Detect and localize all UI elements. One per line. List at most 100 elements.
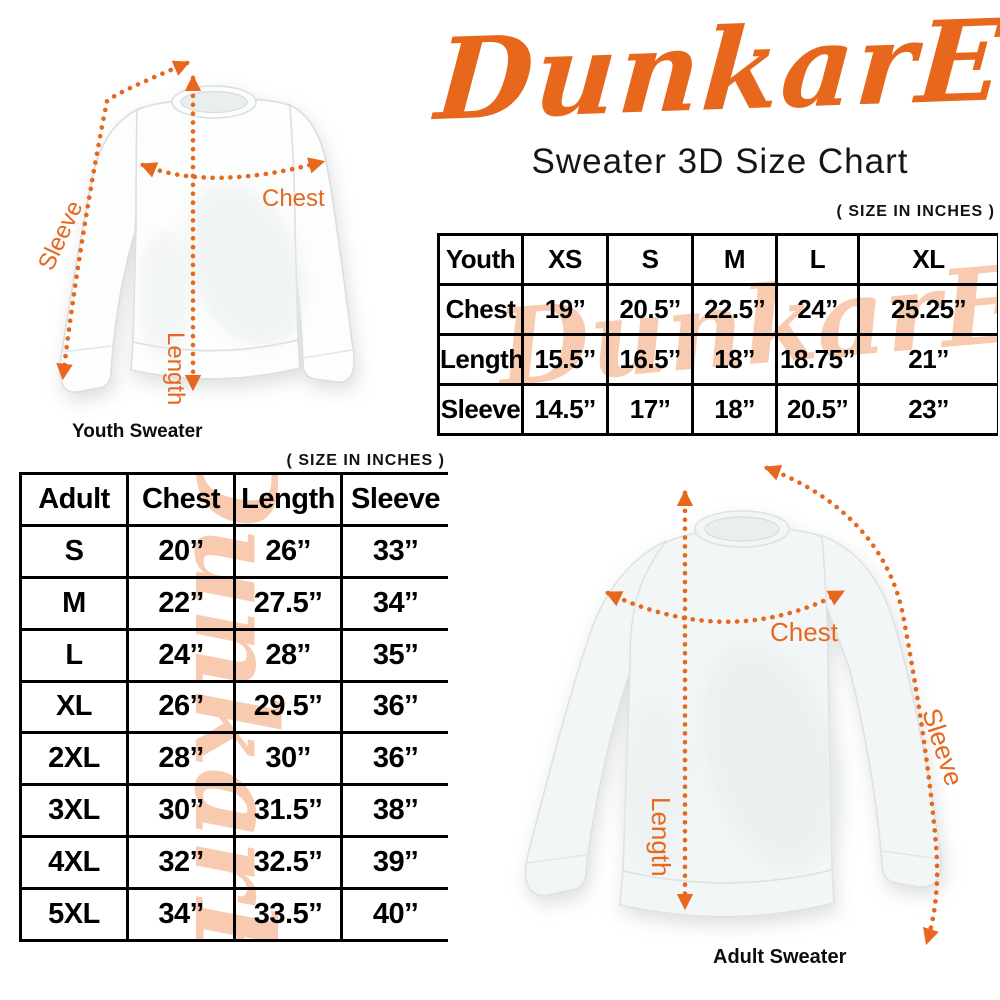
value-cell: 34’’: [340, 575, 448, 631]
adult-length-label: Length: [646, 797, 676, 877]
table-row: 2XL 28’’ 30’’ 36’’: [19, 731, 448, 787]
value-cell: 36’’: [340, 731, 448, 787]
value-cell: 14.5’’: [521, 383, 609, 436]
table-row: 3XL 30’’ 31.5’’ 38’’: [19, 783, 448, 839]
adult-header-cell: Length: [233, 472, 343, 527]
value-cell: 22.5’’: [691, 283, 778, 336]
table-row: Length 15.5’’ 16.5’’ 18’’ 18.75’’ 21’’: [437, 333, 998, 386]
youth-header-cell: L: [775, 233, 860, 286]
youth-left-sleeve: [59, 106, 141, 393]
youth-chest-label: Chest: [262, 185, 325, 212]
value-cell: 20’’: [126, 523, 236, 579]
value-cell: 28’’: [126, 731, 236, 787]
value-cell: 30’’: [126, 783, 236, 839]
adult-left-cuff-seam: [526, 854, 587, 864]
adult-chest-label: Chest: [770, 617, 839, 647]
value-cell: 18’’: [691, 383, 778, 436]
adult-header-cell: Adult: [19, 472, 129, 527]
youth-neck-opening: [180, 90, 248, 114]
table-row: Chest 19’’ 20.5’’ 22.5’’ 24’’ 25.25’’: [437, 283, 998, 336]
adult-size-table: Adult Chest Length Sleeve S 20’’ 26’’ 33…: [19, 472, 448, 942]
table-row: XL 26’’ 29.5’’ 36’’: [19, 679, 448, 735]
value-cell: 27.5’’: [233, 575, 343, 631]
youth-header-cell: XS: [521, 233, 609, 286]
youth-right-cuff-seam: [302, 349, 353, 359]
youth-size-note: ( SIZE IN INCHES ): [836, 203, 995, 220]
table-row: 4XL 32’’ 32.5’’ 39’’: [19, 835, 448, 890]
youth-shading: [184, 183, 306, 347]
value-cell: 16.5’’: [606, 333, 694, 386]
value-cell: 25.25’’: [857, 283, 998, 336]
value-cell: 20.5’’: [775, 383, 860, 436]
value-cell: 26’’: [126, 679, 236, 735]
value-cell: 18’’: [691, 333, 778, 386]
value-cell: 26’’: [233, 523, 343, 579]
adult-neck-opening: [704, 516, 780, 542]
youth-length-label: Length: [162, 332, 189, 405]
value-cell: 20.5’’: [606, 283, 694, 336]
row-label-cell: L: [19, 627, 129, 683]
row-label-cell: Chest: [437, 283, 524, 336]
table-row: M 22’’ 27.5’’ 34’’: [19, 575, 448, 631]
youth-sweater-drawing: [59, 85, 355, 393]
youth-sweater-figure: Chest Length Sleeve: [33, 60, 355, 405]
value-cell: 21’’: [857, 333, 998, 386]
value-cell: 23’’: [857, 383, 998, 436]
youth-size-table: Youth XS S M L XL Chest 19’’ 20.5’’ 22.5…: [437, 233, 998, 436]
value-cell: 35’’: [340, 627, 448, 683]
youth-header-cell: M: [691, 233, 778, 286]
table-row: Sleeve 14.5’’ 17’’ 18’’ 20.5’’ 23’’: [437, 383, 998, 436]
adult-figure-caption: Adult Sweater: [713, 946, 847, 968]
value-cell: 18.75’’: [775, 333, 860, 386]
page-title: Sweater 3D Size Chart: [531, 142, 909, 181]
value-cell: 24’’: [126, 627, 236, 683]
value-cell: 34’’: [126, 887, 236, 942]
row-label-cell: M: [19, 575, 129, 631]
youth-figure-caption: Youth Sweater: [72, 421, 203, 442]
value-cell: 28’’: [233, 627, 343, 683]
row-label-cell: Length: [437, 333, 524, 386]
value-cell: 33.5’’: [233, 887, 343, 942]
adult-chest-measure-line: [605, 589, 845, 625]
adult-header-cell: Chest: [126, 472, 236, 527]
value-cell: 31.5’’: [233, 783, 343, 839]
value-cell: 40’’: [340, 887, 448, 942]
youth-header-cell: XL: [857, 233, 998, 286]
table-row: Adult Chest Length Sleeve: [19, 472, 448, 527]
value-cell: 32’’: [126, 835, 236, 890]
adult-sleeve-measure-line: [763, 465, 940, 946]
row-label-cell: S: [19, 523, 129, 579]
row-label-cell: XL: [19, 679, 129, 735]
value-cell: 32.5’’: [233, 835, 343, 890]
row-label-cell: 2XL: [19, 731, 129, 787]
value-cell: 22’’: [126, 575, 236, 631]
adult-shading-2: [623, 695, 687, 875]
value-cell: 24’’: [775, 283, 860, 336]
table-row: Youth XS S M L XL: [437, 233, 998, 286]
table-row: S 20’’ 26’’ 33’’: [19, 523, 448, 579]
table-row: 5XL 34’’ 33.5’’ 40’’: [19, 887, 448, 942]
row-label-cell: 3XL: [19, 783, 129, 839]
adult-size-note: ( SIZE IN INCHES ): [286, 452, 445, 469]
youth-header-cell: Youth: [437, 233, 524, 286]
brand-logo: DunkarE: [431, 0, 1000, 146]
youth-chest-measure-line: [139, 157, 326, 181]
youth-size-table-wrap: DunkarE Youth XS S M L XL Chest 19’’ 20: [437, 233, 998, 436]
row-label-cell: Sleeve: [437, 383, 524, 436]
value-cell: 29.5’’: [233, 679, 343, 735]
brand-logo-text: DunkarE: [431, 0, 1000, 147]
value-cell: 17’’: [606, 383, 694, 436]
youth-header-cell: S: [606, 233, 694, 286]
value-cell: 15.5’’: [521, 333, 609, 386]
adult-sweater-figure: Chest Length Sleeve: [524, 465, 969, 946]
value-cell: 30’’: [233, 731, 343, 787]
value-cell: 19’’: [521, 283, 609, 336]
adult-header-cell: Sleeve: [340, 472, 448, 527]
value-cell: 33’’: [340, 523, 448, 579]
value-cell: 36’’: [340, 679, 448, 735]
value-cell: 39’’: [340, 835, 448, 890]
adult-size-table-wrap: DunkarE Adult Chest Length Sleeve S 20’’…: [19, 472, 448, 942]
row-label-cell: 5XL: [19, 887, 129, 942]
value-cell: 38’’: [340, 783, 448, 839]
